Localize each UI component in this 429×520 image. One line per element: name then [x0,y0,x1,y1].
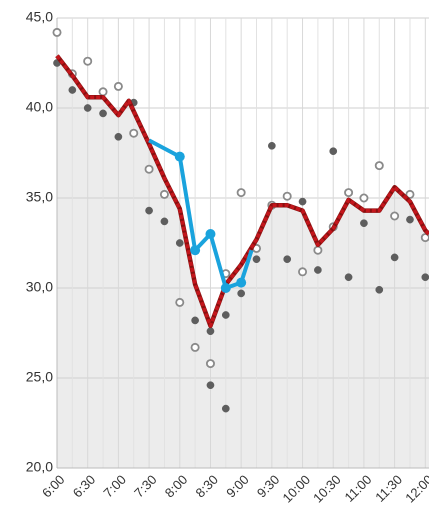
x-tick-label: 8:30 [193,472,222,501]
today-marker [190,245,201,256]
scatter-point [344,273,353,282]
x-tick-label: 6:00 [39,472,68,501]
scatter-point [421,273,429,282]
scatter-point [298,267,308,277]
x-tick-label: 11:00 [342,472,375,505]
today-marker [220,283,231,293]
today-marker [174,151,185,162]
x-tick-label: 9:00 [223,472,252,501]
scatter-point [99,109,107,118]
y-tick-label: 40,0 [26,99,53,115]
scatter-point [68,86,77,94]
scatter-point [298,197,307,206]
scatter-point [191,316,199,325]
scatter-point [113,81,123,91]
scatter-point [83,104,92,112]
mean-line-dots [55,54,429,328]
x-tick-label: 12:00 [402,472,429,506]
scatter-point [190,342,200,352]
y-tick-label: 20,0 [26,459,53,475]
x-tick-label: 10:30 [310,472,344,506]
y-tick-label: 30,0 [26,279,53,295]
scatter-point [314,266,322,274]
scatter-point [283,255,292,264]
x-tick-label: 7:00 [100,472,129,501]
scatter-point [236,188,246,198]
scatter-point [52,27,62,37]
x-tick-label: 11:30 [372,472,405,505]
scatter-point [114,132,123,141]
scatter-point [390,253,399,262]
scatter-point [205,359,215,369]
scatter-point [144,164,154,174]
x-tick-label: 10:00 [279,472,313,506]
scatter-point [175,239,184,247]
scatter-point [206,381,215,390]
y-tick-label: 25,0 [26,369,53,385]
scatter-point [360,219,368,228]
scatter-point [268,141,276,150]
scatter-point [206,327,215,336]
scatter-point [160,217,169,226]
y-tick-label: 35,0 [26,189,53,205]
scatter-point [145,206,153,215]
scatter-point [375,285,384,294]
x-tick-label: 8:00 [162,472,191,501]
scatter-point [390,211,400,221]
today-marker [205,229,216,239]
scatter-point [159,189,169,199]
scatter-point [329,147,338,156]
scatter-point [359,193,369,203]
x-tick-label: 7:30 [131,472,160,501]
scatter-point [405,189,415,199]
scatter-point [282,191,292,201]
scatter-point [374,161,384,171]
scatter-point [175,297,185,307]
y-tick-label: 45,0 [26,9,53,25]
scatter-point [129,128,139,138]
today-marker [236,277,247,288]
scatter-point [83,56,93,66]
scatter-point [237,289,246,298]
scatter-point [313,245,323,255]
scatter-point [406,215,414,224]
scatter-point [98,87,108,97]
scatter-point [252,255,261,264]
x-tick-label: 6:30 [70,472,99,501]
scatter-point [221,404,230,413]
scatter-point [344,188,354,198]
x-tick-label: 9:30 [254,472,283,501]
scatter-point [221,311,230,319]
